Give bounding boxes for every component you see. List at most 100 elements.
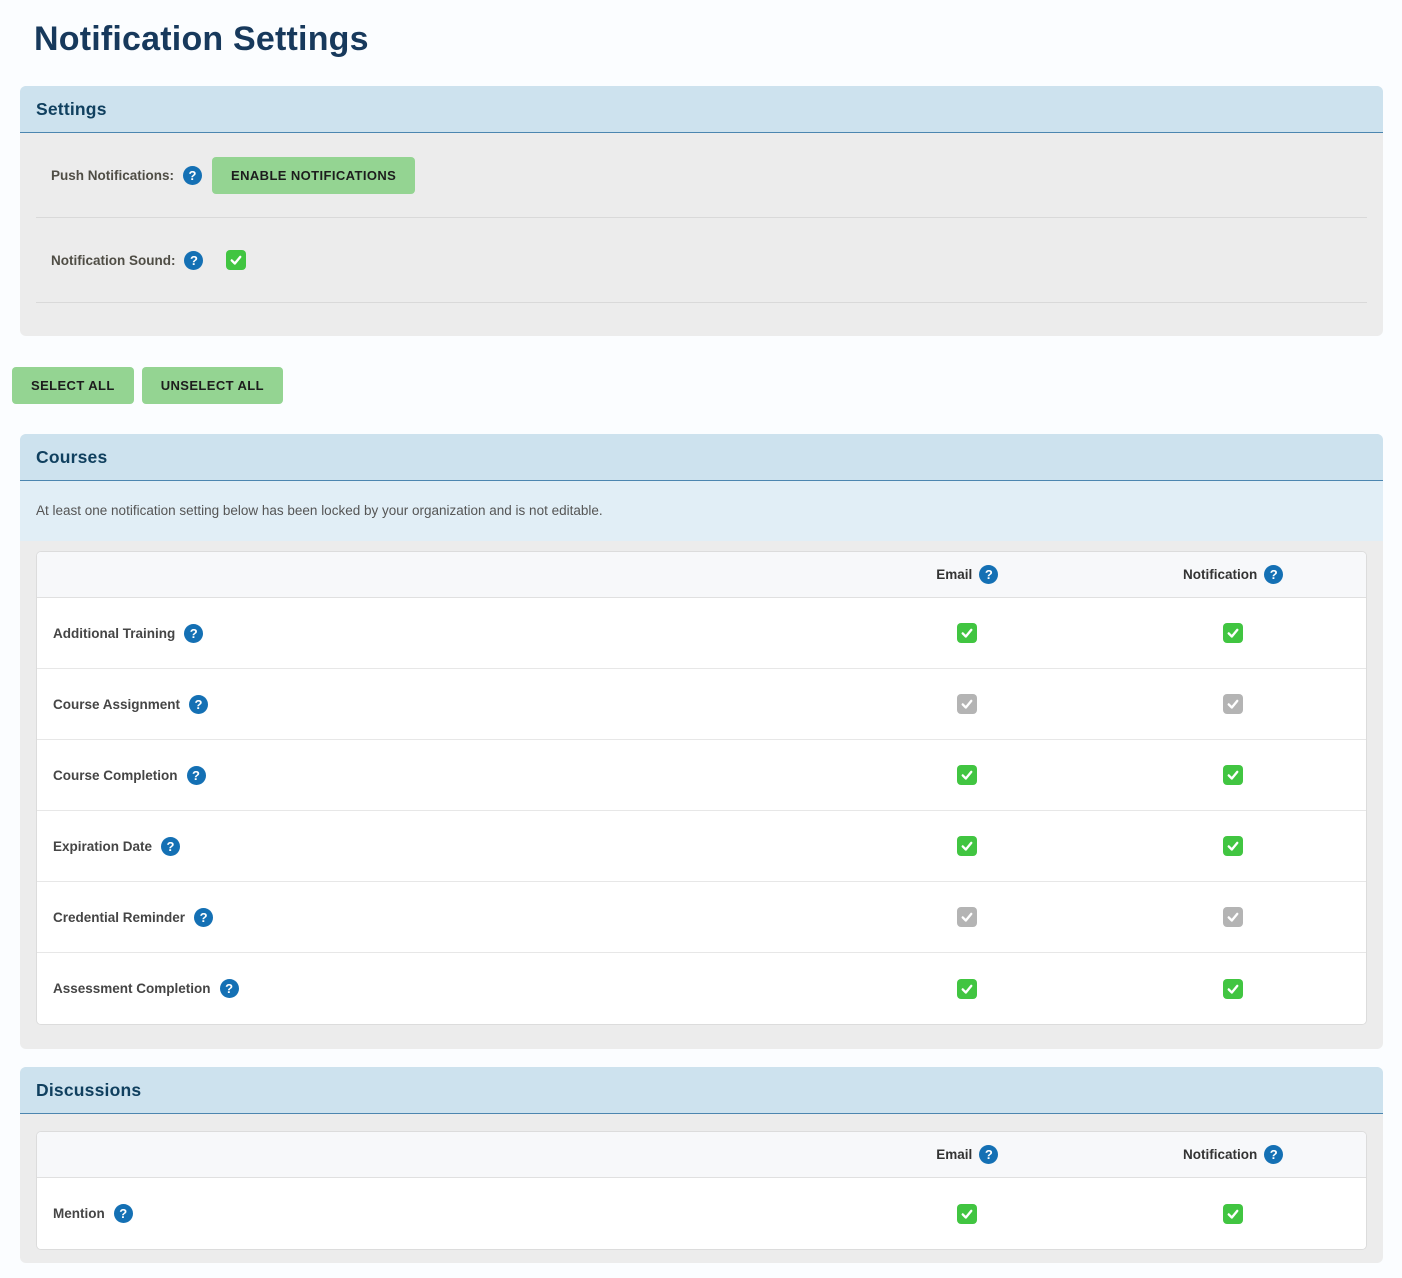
check-icon [231, 255, 242, 265]
email-checkbox[interactable] [957, 836, 978, 857]
page-title: Notification Settings [34, 20, 369, 58]
table-row-mention: Mention ? [37, 1178, 1366, 1250]
check-icon [961, 699, 973, 709]
notification-column-header: Notification ? [1100, 565, 1366, 585]
notification-cell [1100, 978, 1366, 999]
check-icon [1227, 912, 1239, 922]
courses-panel-header: Courses [20, 434, 1383, 481]
email-column-header: Email ? [834, 565, 1100, 585]
help-icon[interactable]: ? [194, 907, 214, 927]
courses-table: Email ? Notification ? Additional Traini… [36, 551, 1367, 1026]
help-icon[interactable]: ? [979, 565, 999, 585]
bulk-actions: SELECT ALL UNSELECT ALL [12, 367, 1402, 404]
row-label: Mention [53, 1206, 105, 1222]
help-icon[interactable]: ? [184, 250, 204, 270]
row-label: Course Assignment [53, 696, 181, 712]
check-icon [1227, 699, 1239, 709]
courses-panel-title: Courses [36, 447, 108, 467]
discussions-panel-title: Discussions [36, 1080, 142, 1101]
notification-settings-page: Notification Settings Settings Push Noti… [0, 20, 1402, 1278]
notification-checkbox[interactable] [1223, 836, 1244, 857]
help-icon[interactable]: ? [113, 1204, 133, 1224]
row-label: Assessment Completion [53, 981, 211, 997]
locked-settings-notice: At least one notification setting below … [20, 481, 1383, 542]
courses-table-header: Email ? Notification ? [37, 552, 1366, 599]
row-label: Expiration Date [53, 838, 153, 854]
check-icon [1227, 770, 1239, 780]
notification-sound-label: Notification Sound: [51, 252, 176, 268]
select-all-button[interactable]: SELECT ALL [12, 367, 134, 404]
settings-panel-header: Settings [20, 86, 1383, 133]
help-icon[interactable]: ? [183, 165, 203, 185]
email-cell [834, 836, 1100, 857]
notification-checkbox[interactable] [1223, 623, 1244, 644]
check-icon [1227, 984, 1239, 994]
table-row-course-completion: Course Completion ? [37, 740, 1366, 812]
check-icon [961, 770, 973, 780]
email-checkbox[interactable] [957, 978, 978, 999]
settings-panel-title: Settings [36, 99, 107, 119]
push-notifications-row: Push Notifications: ? ENABLE NOTIFICATIO… [36, 133, 1367, 218]
check-icon [961, 984, 973, 994]
discussions-panel: Discussions Email ? Notification ? [20, 1067, 1383, 1264]
discussions-panel-body: Email ? Notification ? Mention ? [20, 1114, 1383, 1263]
row-label-cell: Assessment Completion ? [37, 979, 834, 999]
help-icon[interactable]: ? [189, 694, 209, 714]
help-icon[interactable]: ? [979, 1145, 999, 1165]
row-label-cell: Course Assignment ? [37, 694, 834, 714]
check-icon [961, 912, 973, 922]
check-icon [961, 628, 973, 638]
email-cell [834, 765, 1100, 786]
notification-cell [1100, 907, 1366, 928]
email-column-label: Email [936, 1147, 973, 1163]
email-checkbox[interactable] [957, 1203, 978, 1224]
row-label-cell: Credential Reminder ? [37, 907, 834, 927]
table-row-expiration-date: Expiration Date ? [37, 811, 1366, 883]
email-checkbox-locked [957, 907, 978, 928]
discussions-table: Email ? Notification ? Mention ? [36, 1131, 1367, 1251]
notification-checkbox-locked [1223, 694, 1244, 715]
help-icon[interactable]: ? [186, 765, 206, 785]
notification-cell [1100, 1203, 1366, 1224]
help-icon[interactable]: ? [161, 836, 181, 856]
help-icon[interactable]: ? [219, 979, 239, 999]
row-label: Credential Reminder [53, 909, 186, 925]
notification-cell [1100, 623, 1366, 644]
email-cell [834, 1203, 1100, 1224]
check-icon [961, 841, 973, 851]
email-cell [834, 907, 1100, 928]
push-notifications-label: Push Notifications: [51, 167, 175, 183]
row-label-cell: Additional Training ? [37, 623, 834, 643]
email-checkbox-locked [957, 694, 978, 715]
notification-cell [1100, 836, 1366, 857]
help-icon[interactable]: ? [1264, 1145, 1284, 1165]
notification-sound-checkbox[interactable] [226, 250, 247, 270]
notification-column-header: Notification ? [1100, 1145, 1366, 1165]
email-cell [834, 978, 1100, 999]
notification-column-label: Notification [1182, 1147, 1258, 1163]
settings-panel-body: Push Notifications: ? ENABLE NOTIFICATIO… [20, 133, 1383, 336]
row-label: Course Completion [53, 767, 178, 783]
help-icon[interactable]: ? [1264, 565, 1284, 585]
table-row-additional-training: Additional Training ? [37, 598, 1366, 670]
notification-cell [1100, 694, 1366, 715]
notification-sound-row: Notification Sound: ? [36, 218, 1367, 303]
enable-notifications-button[interactable]: ENABLE NOTIFICATIONS [212, 156, 416, 194]
email-column-label: Email [936, 567, 973, 583]
notification-column-label: Notification [1182, 567, 1258, 583]
email-checkbox[interactable] [957, 623, 978, 644]
notification-cell [1100, 765, 1366, 786]
notification-checkbox[interactable] [1223, 1203, 1244, 1224]
courses-panel-body: Email ? Notification ? Additional Traini… [20, 541, 1383, 1049]
email-cell [834, 623, 1100, 644]
table-row-course-assignment: Course Assignment ? [37, 669, 1366, 741]
notification-checkbox-locked [1223, 907, 1244, 928]
row-label-cell: Mention ? [37, 1204, 834, 1224]
notification-checkbox[interactable] [1223, 765, 1244, 786]
help-icon[interactable]: ? [184, 623, 204, 643]
unselect-all-button[interactable]: UNSELECT ALL [141, 367, 283, 404]
notification-checkbox[interactable] [1223, 978, 1244, 999]
email-checkbox[interactable] [957, 765, 978, 786]
check-icon [961, 1209, 973, 1219]
email-column-header: Email ? [834, 1145, 1100, 1165]
